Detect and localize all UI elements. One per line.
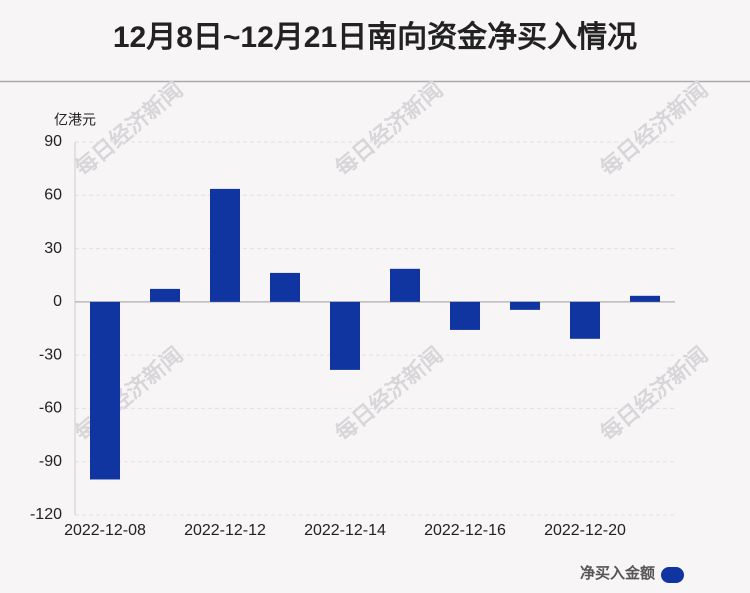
chart-title: 12月8日~12月21日南向资金净买入情况 [113,20,637,54]
bar [390,268,420,302]
bar [270,272,300,302]
y-axis-label: 亿港元 [54,112,96,128]
y-tick-label: 30 [44,240,62,257]
x-tick-label: 2022-12-20 [544,522,626,539]
legend-swatch [661,567,684,583]
bar [90,301,120,480]
y-tick-label: -60 [39,400,62,417]
y-tick-label: -30 [39,346,62,363]
bar [330,301,360,370]
x-tick-label: 2022-12-14 [304,522,386,539]
bar [150,288,180,302]
y-tick-label: -120 [30,506,62,523]
bar [570,301,600,339]
x-tick-label: 2022-12-16 [424,522,506,539]
y-tick-label: 90 [44,133,62,150]
bar [510,301,540,310]
bar [210,188,240,302]
y-tick-label: 60 [44,187,62,204]
legend-label: 净买入金额 [580,564,655,582]
y-tick-label: -90 [39,453,62,470]
y-tick-label: 0 [53,293,62,310]
x-tick-label: 2022-12-08 [64,522,146,539]
bar [630,295,660,302]
x-tick-label: 2022-12-12 [184,522,266,539]
bar [450,301,480,330]
